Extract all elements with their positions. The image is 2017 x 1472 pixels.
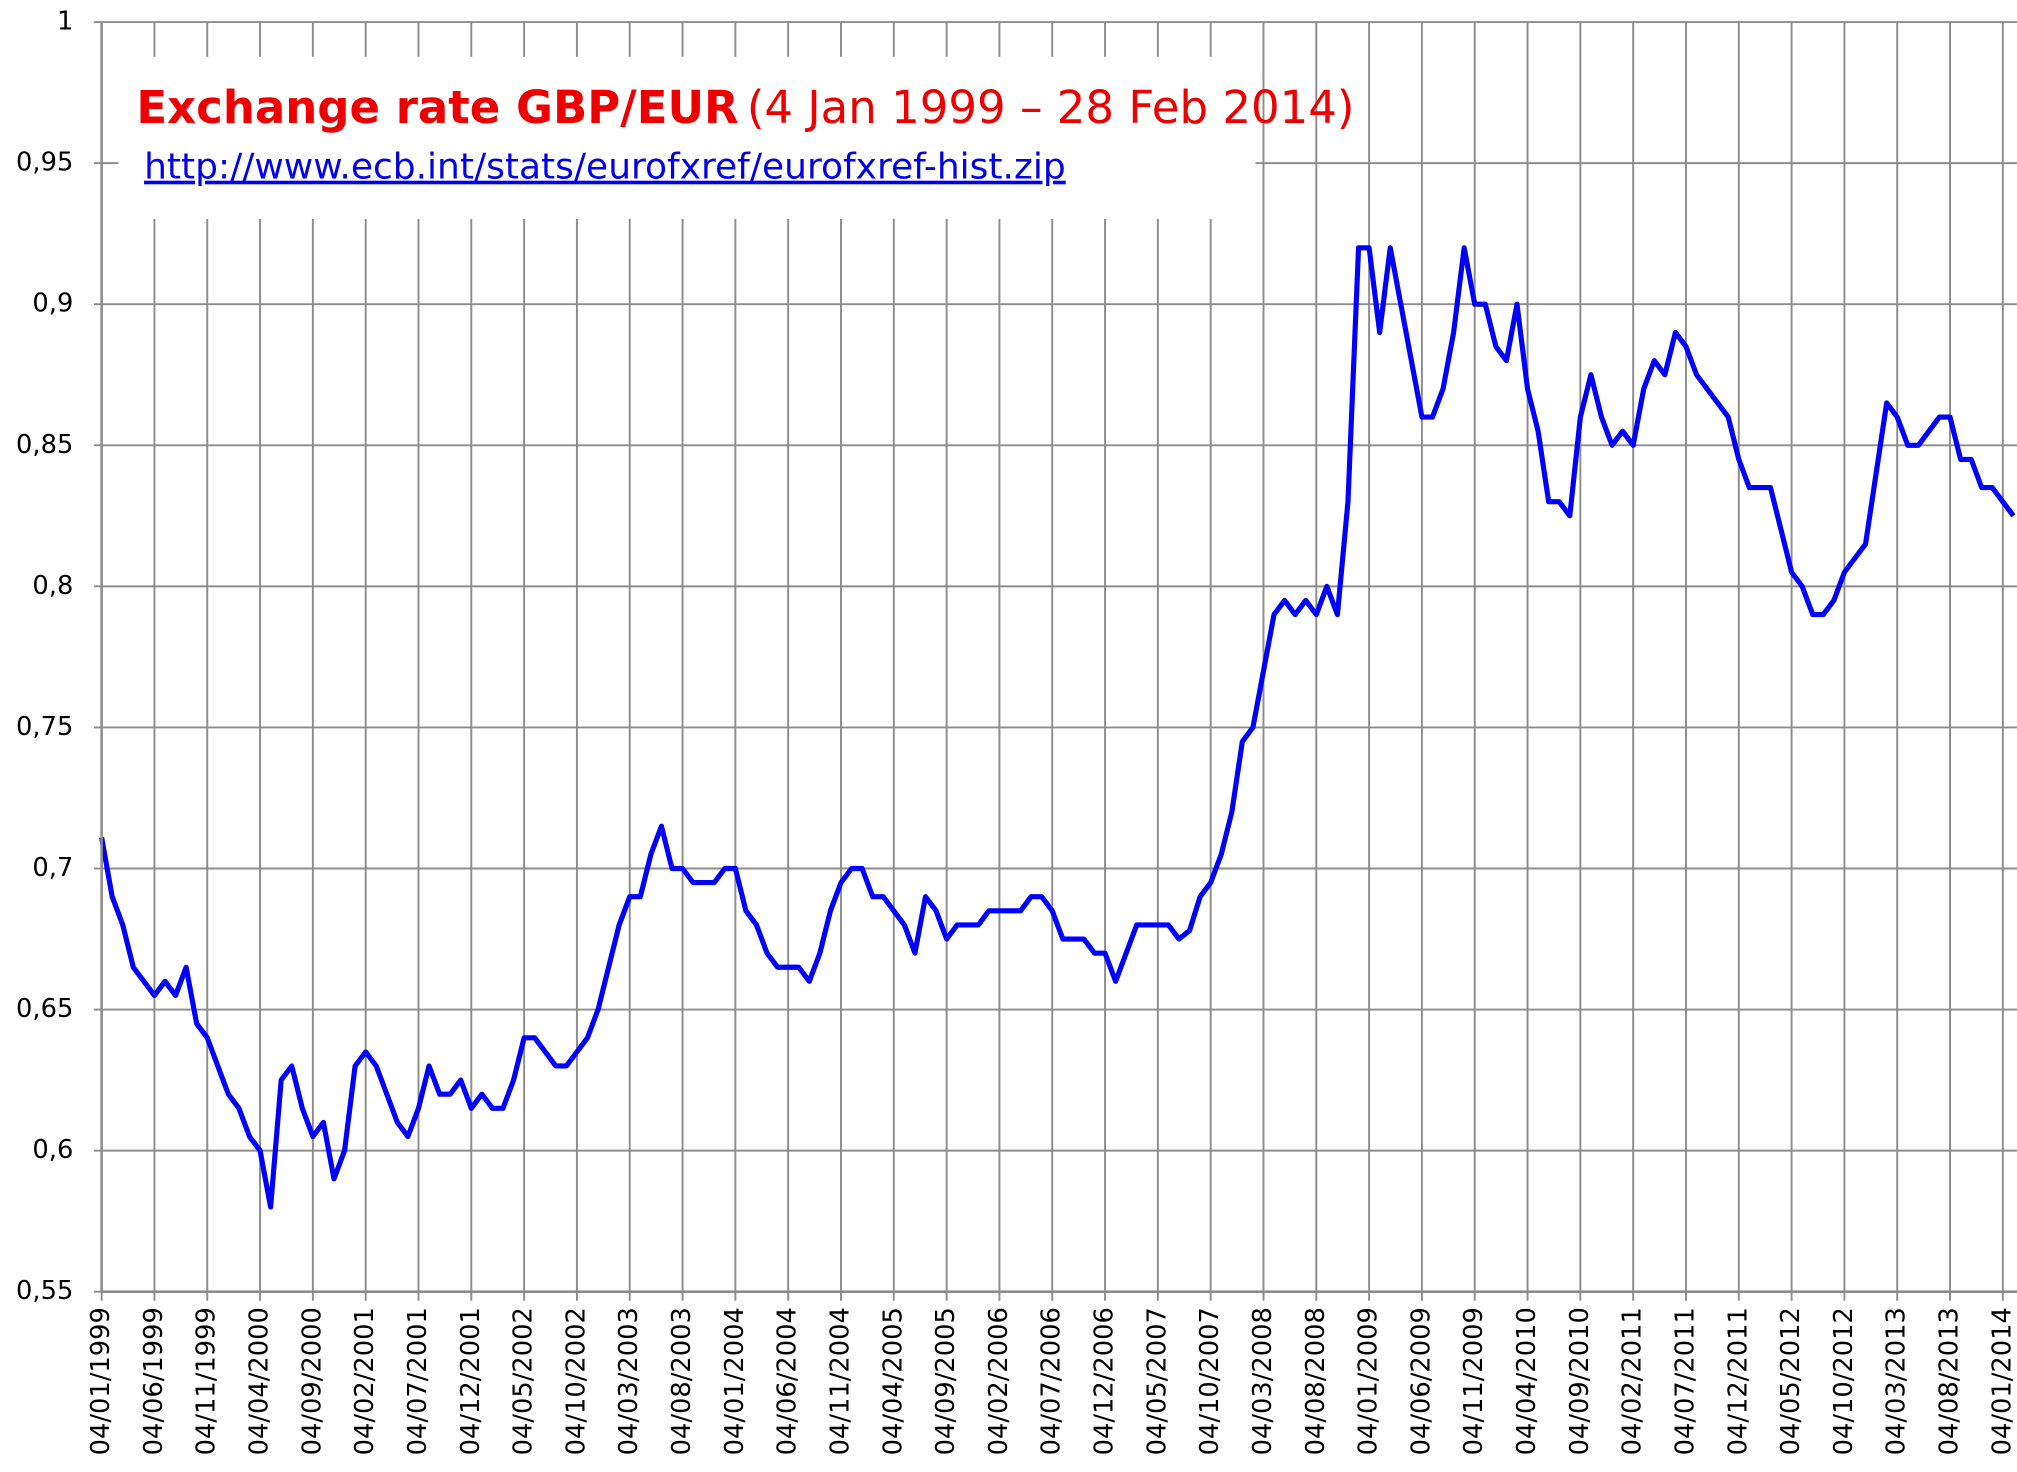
x-tick-label: 04/04/2000 [245, 1307, 275, 1455]
x-tick-label: 04/04/2005 [878, 1307, 908, 1455]
y-tick-label: 0,55 [16, 1276, 73, 1306]
x-tick-label: 04/01/2014 [1987, 1307, 2017, 1455]
x-tick-label: 04/03/2008 [1248, 1307, 1278, 1455]
x-tick-label: 04/12/2006 [1090, 1307, 1120, 1455]
x-tick-label: 04/08/2003 [667, 1307, 697, 1455]
x-tick-label: 04/08/2008 [1301, 1307, 1331, 1455]
x-tick-label: 04/07/2006 [1037, 1307, 1067, 1455]
y-tick-label: 0,75 [16, 712, 73, 742]
y-tick-label: 0,85 [16, 430, 73, 460]
x-tick-label: 04/01/2009 [1354, 1307, 1384, 1455]
x-tick-label: 04/10/2012 [1829, 1307, 1859, 1455]
y-tick-label: 0,8 [32, 571, 73, 601]
x-tick-label: 04/10/2007 [1195, 1307, 1225, 1455]
x-tick-label: 04/12/2011 [1723, 1307, 1753, 1455]
source-link[interactable]: http://www.ecb.int/stats/eurofxref/eurof… [144, 147, 1066, 188]
data-line [99, 245, 2016, 1210]
x-tick-label: 04/10/2002 [561, 1307, 591, 1455]
x-tick-label: 04/06/2009 [1406, 1307, 1436, 1455]
x-tick-label: 04/02/2011 [1618, 1307, 1648, 1455]
x-tick-label: 04/07/2001 [403, 1307, 433, 1455]
axes: 0,55 0,6 0,65 0,7 0,75 0,8 0,85 0,9 0,95 1 04/01/1… [16, 7, 2017, 1455]
x-tick-label: 04/11/2004 [825, 1307, 855, 1455]
x-tick-label: 04/11/2009 [1459, 1307, 1489, 1455]
y-tick-label: 0,65 [16, 994, 73, 1024]
x-tick-label: 04/08/2013 [1935, 1307, 1965, 1455]
x-tick-label: 04/09/2005 [931, 1307, 961, 1455]
x-tick-label: 04/12/2001 [456, 1307, 486, 1455]
plot [99, 245, 2016, 1210]
x-tick-label: 04/03/2013 [1882, 1307, 1912, 1455]
title-box [118, 56, 1256, 219]
x-tick-label: 04/02/2006 [984, 1307, 1014, 1455]
x-tick-label: 04/01/2004 [720, 1307, 750, 1455]
subtitle: (4 Jan 1999 – 28 Feb 2014) [747, 81, 1355, 134]
x-tick-label: 04/05/2012 [1776, 1307, 1806, 1455]
x-tick-label: 04/04/2010 [1512, 1307, 1542, 1455]
y-tick-label: 0,9 [32, 289, 73, 319]
x-tick-label: 04/02/2001 [350, 1307, 380, 1455]
y-tick-label: 0,6 [32, 1135, 73, 1165]
x-tick-label: 04/07/2011 [1670, 1307, 1700, 1455]
chart-title: Exchange rate GBP/EUR (4 Jan 1999 – 28 F… [136, 81, 1354, 134]
x-tick-label: 04/09/2000 [297, 1307, 327, 1455]
title: Exchange rate GBP/EUR [136, 81, 738, 134]
x-tick-label: 04/03/2003 [614, 1307, 644, 1455]
y-tick-label: 1 [57, 7, 73, 37]
x-tick-label: 04/06/1999 [139, 1307, 169, 1455]
y-tick-label: 0,95 [16, 148, 73, 178]
x-tick-label: 04/09/2010 [1565, 1307, 1595, 1455]
x-tick-label: 04/06/2004 [773, 1307, 803, 1455]
y-tick-label: 0,7 [32, 853, 73, 883]
x-tick-label: 04/11/1999 [192, 1307, 222, 1455]
x-tick-label: 04/05/2002 [509, 1307, 539, 1455]
x-tick-label: 04/01/1999 [86, 1307, 116, 1455]
grid [101, 21, 2017, 1293]
x-tick-label: 04/05/2007 [1142, 1307, 1172, 1455]
